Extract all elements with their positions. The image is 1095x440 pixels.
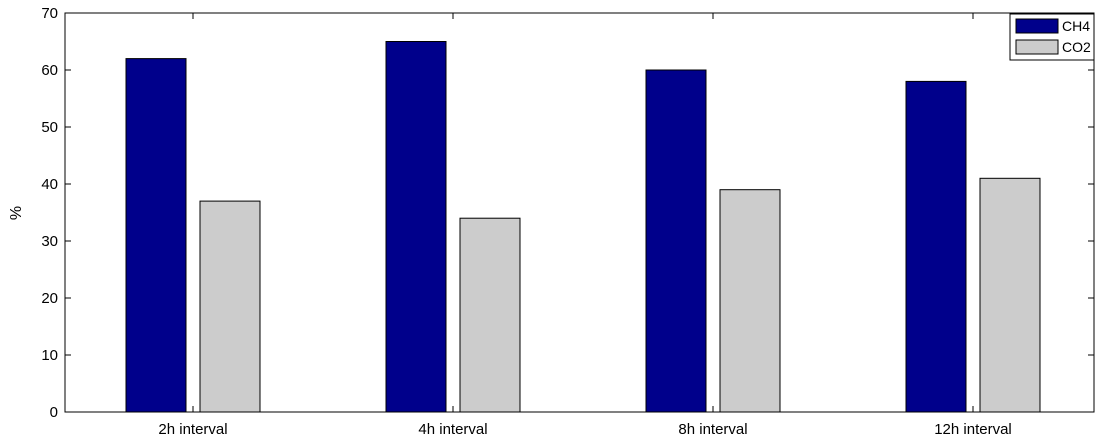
y-tick-label: 70 [41, 5, 58, 22]
x-tick-label: 12h interval [934, 421, 1012, 438]
bars-layer [125, 41, 1041, 413]
legend-swatch-co2 [1015, 39, 1059, 55]
bar-ch4-4 [905, 80, 967, 413]
x-tick-label: 4h interval [418, 421, 487, 438]
legend-label-co2: CO2 [1062, 39, 1091, 55]
legend-label-ch4: CH4 [1062, 18, 1090, 34]
bar-ch4-1 [125, 58, 187, 413]
legend-swatch-ch4 [1015, 18, 1059, 34]
plot-frame [64, 12, 1095, 413]
x-tick-label: 2h interval [158, 421, 227, 438]
y-tick-label: 20 [41, 290, 58, 307]
y-tick-label: 10 [41, 347, 58, 364]
y-tick-label: 30 [41, 233, 58, 250]
bar-ch4-2 [385, 41, 447, 413]
y-axis-label: % [8, 206, 25, 220]
y-tick-label: 40 [41, 176, 58, 193]
bar-co2-2 [459, 217, 521, 413]
bar-co2-4 [979, 177, 1041, 413]
ticks-layer: 0 10 20 30 40 50 60 70 2h interval 4h interval 8h … [41, 5, 1094, 438]
y-tick-label: 0 [50, 404, 58, 421]
bar-ch4-3 [645, 69, 707, 413]
y-tick-label: 60 [41, 62, 58, 79]
axes-layer [64, 12, 1095, 413]
x-tick-label: 8h interval [678, 421, 747, 438]
bar-co2-3 [719, 189, 781, 413]
y-tick-label: 50 [41, 119, 58, 136]
bar-co2-1 [199, 200, 261, 413]
